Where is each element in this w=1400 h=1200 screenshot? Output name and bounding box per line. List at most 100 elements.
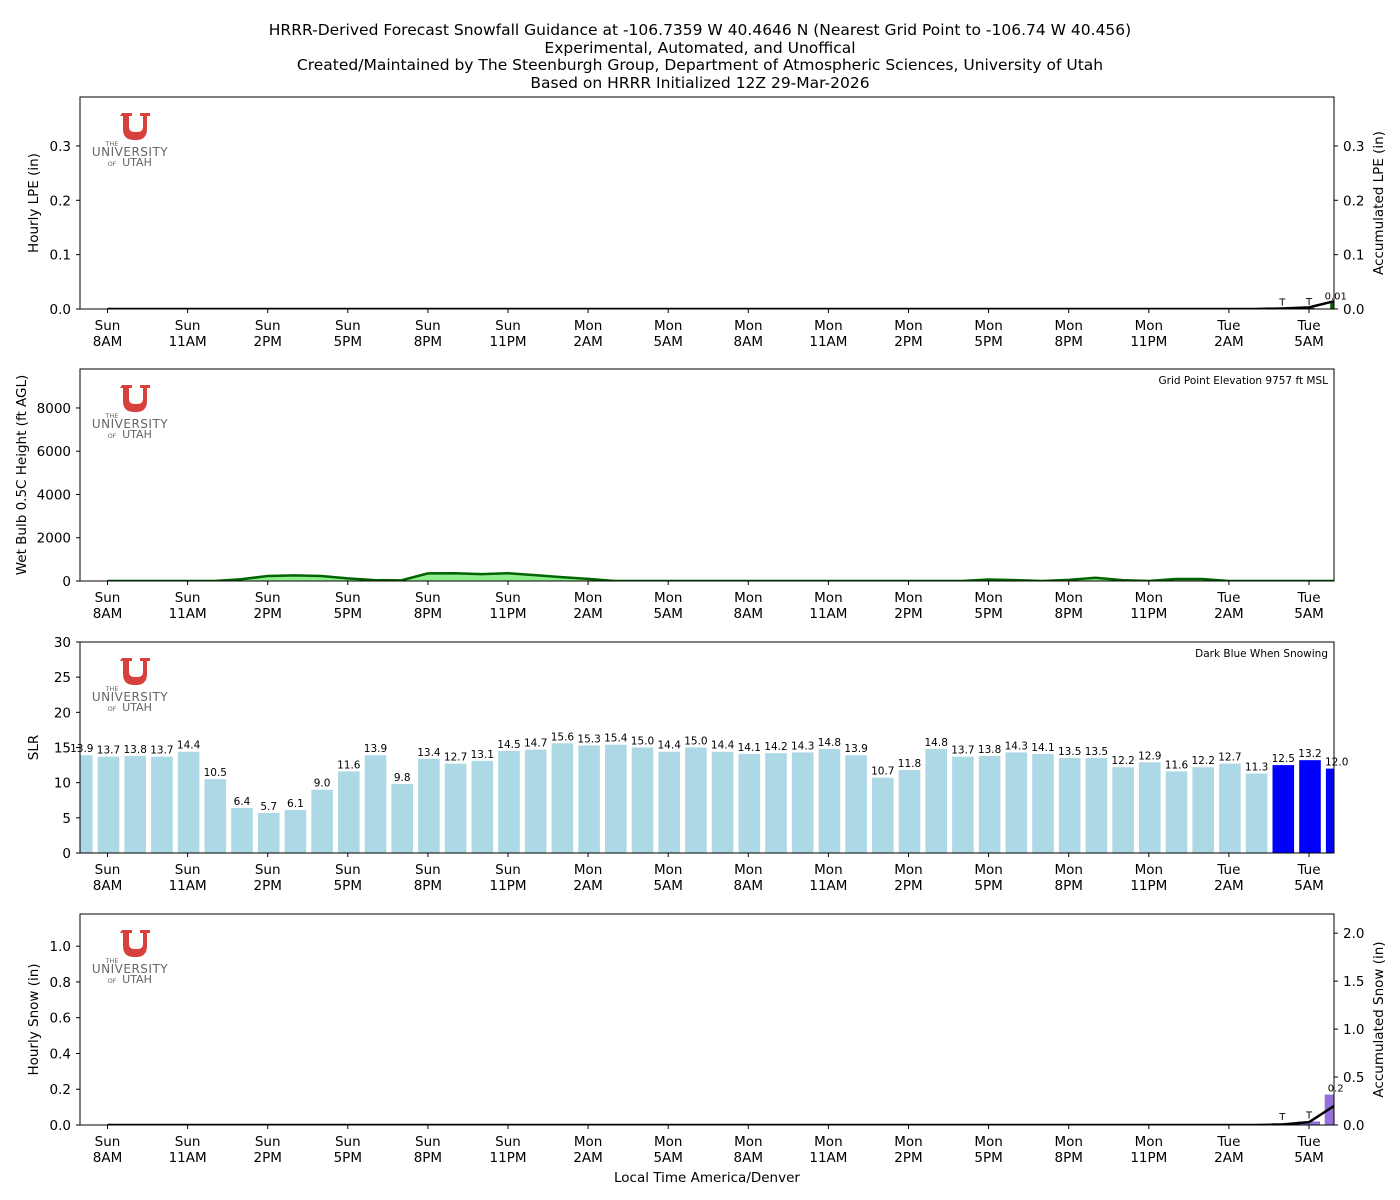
logo-university: UNIVERSITY [92,145,168,159]
x-axis-label: Local Time America/Denver [614,1170,800,1186]
x-tick-label-hour: 11PM [1130,334,1167,350]
x-tick-label-day: Sun [495,590,521,606]
axes-frame [79,368,1335,582]
x-tick-label-day: Mon [974,1134,1002,1150]
logo-of: OF [108,432,117,440]
x-tick-label-hour: 8PM [414,1150,442,1166]
logo-the: THE [105,140,119,148]
x-tick-label-day: Sun [415,1134,441,1150]
slr-bar [1272,765,1295,853]
snow-plot [107,1094,1334,1125]
y-tick-label: 4000 [37,487,71,503]
x-tick-label-day: Mon [654,590,682,606]
slr-bar [444,763,467,853]
slr-bar [1032,753,1054,853]
lpe-bar [1330,302,1334,309]
title-line-4: Based on HRRR Initialized 12Z 29-Mar-202… [530,73,870,92]
x-tick-label-day: Mon [734,862,762,878]
y-tick-label: 0.0 [50,302,71,318]
x-tick-label-day: Tue [1216,862,1240,878]
slr-bar-label: 6.4 [234,796,251,808]
x-tick-label-day: Mon [734,1134,762,1150]
slr-bar-label: 15.3 [577,733,600,745]
x-tick-label-hour: 11AM [169,1150,207,1166]
x-tick-label-hour: 8AM [734,606,763,622]
slr-bar-label: 12.0 [1325,757,1348,769]
y-tick-label: 2000 [37,531,71,547]
slr-bar-label: 13.7 [150,745,173,757]
figure-title: HRRR-Derived Forecast Snowfall Guidance … [0,21,1400,92]
x-tick-label-hour: 5PM [974,334,1002,350]
slr-bar [498,751,520,853]
slr-bar [151,756,173,853]
x-tick-label-hour: 5AM [653,878,682,894]
x-tick-label-day: Sun [95,318,121,334]
x-tick-label-hour: 11PM [490,334,527,350]
y-axis-label: Accumulated Snow (in) [1371,941,1387,1097]
y-tick-label: 30 [54,635,71,651]
x-tick-label-hour: 8AM [93,606,122,622]
y-tick-label-right: 0.1 [1343,248,1364,264]
x-tick-label-hour: 11PM [490,606,527,622]
slr-bar [738,753,761,853]
logo-utah: UTAH [122,701,152,714]
slr-bar [1112,767,1134,853]
x-tick-label-hour: 2PM [894,1150,922,1166]
title-line-2: Experimental, Automated, and Unoffical [544,38,856,57]
x-tick-label-hour: 11PM [1130,878,1167,894]
x-tick-label-hour: 2AM [1214,606,1243,622]
slr-bar [551,743,574,853]
x-tick-label-day: Sun [175,862,201,878]
slr-bar [391,784,413,853]
x-tick-label-day: Mon [574,862,602,878]
slr-bar-label: 12.5 [1272,753,1295,765]
slr-bar-label: 14.4 [177,740,201,752]
x-tick-label-hour: 2PM [894,878,922,894]
wetbulb-area [107,573,1334,581]
y-tick-label: 1.0 [50,939,71,955]
x-tick-label-day: Mon [1135,318,1163,334]
slr-bar [124,755,146,853]
x-tick-label-day: Mon [974,862,1002,878]
slr-bar [204,779,227,853]
slr-bar-label: 12.2 [1111,755,1134,767]
snow-bar-label: 0.2 [1328,1084,1344,1095]
x-tick-label-day: Tue [1216,590,1240,606]
snow-bar-label: T [1278,1112,1286,1123]
slr-bar [845,755,867,853]
slr-bar-label: 14.8 [925,737,948,749]
x-tick-label-hour: 5PM [974,606,1002,622]
x-tick-label-day: Mon [814,1134,842,1150]
slr-bar [925,748,947,853]
slr-bar-label: 13.9 [844,743,867,755]
x-tick-label-day: Mon [894,318,922,334]
slr-bar [605,744,627,853]
y-tick-label: 0 [62,574,71,590]
x-tick-label-hour: 11AM [809,334,847,350]
x-tick-label-hour: 2PM [254,334,282,350]
slr-bar-label: 13.5 [1058,746,1081,758]
x-tick-label-day: Sun [495,1134,521,1150]
x-tick-label-hour: 11AM [169,606,207,622]
x-tick-label-day: Mon [974,318,1002,334]
y-tick-label-right: 2.0 [1343,926,1364,942]
lpe-bar-label: 0.01 [1325,291,1347,302]
x-tick-label-day: Sun [95,1134,121,1150]
x-tick-label-hour: 2AM [573,334,602,350]
y-tick-label: 0.4 [50,1046,71,1062]
x-tick-label-hour: 11AM [809,878,847,894]
y-tick-label: 0.2 [50,1082,71,1098]
x-tick-label-day: Mon [574,1134,602,1150]
x-tick-label-day: Mon [1135,590,1163,606]
slr-bar [338,771,360,853]
x-tick-label-day: Sun [415,862,441,878]
x-tick-label-day: Sun [255,862,281,878]
x-tick-label-day: Tue [1296,862,1320,878]
y-tick-label: 15 [54,741,71,757]
x-tick-label-hour: 5PM [334,1150,362,1166]
x-tick-label-day: Mon [894,590,922,606]
slr-bar [978,755,1001,853]
y-tick-label: 20 [54,705,71,721]
